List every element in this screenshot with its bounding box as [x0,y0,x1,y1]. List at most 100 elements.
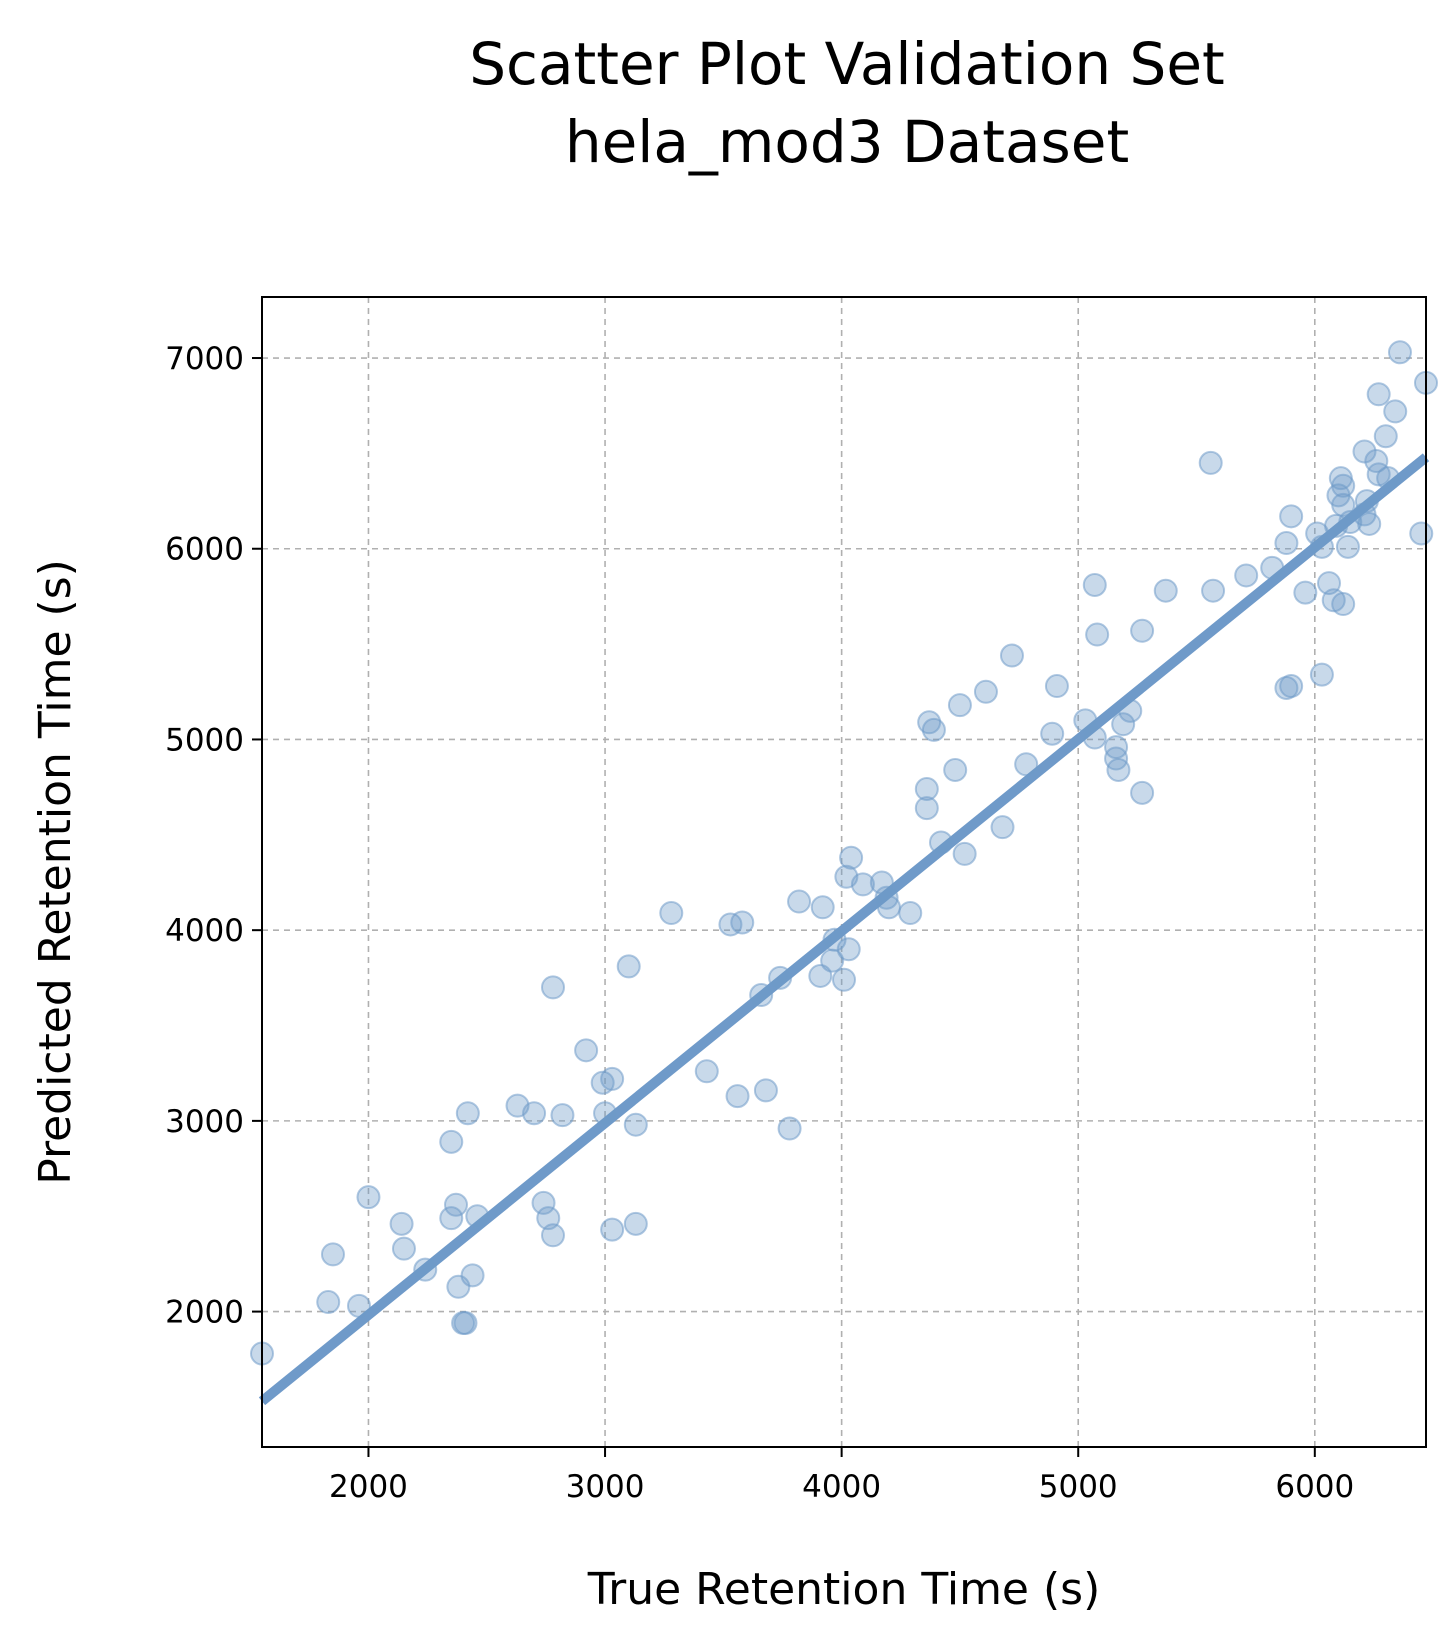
data-point [973,679,998,704]
data-point [455,1101,480,1126]
data-point [453,1311,478,1336]
data-point [947,693,972,718]
data-point [1376,466,1401,491]
data-point [1331,592,1356,617]
data-point [1279,504,1304,529]
data-point [1293,580,1318,605]
data-point [832,967,856,992]
data-point [1082,725,1107,750]
data-point [929,830,953,855]
data-point [439,1206,464,1231]
data-point [389,1211,414,1236]
data-point [914,777,939,802]
data-point [1111,712,1136,737]
data-point [574,1038,599,1063]
data-point [623,1211,648,1236]
data-point [1106,757,1131,782]
data-point [1357,511,1382,536]
y-tick-label: 4000 [165,913,244,949]
x-tick-label: 6000 [1275,1469,1354,1505]
data-point [839,845,864,870]
data-point [1387,340,1412,365]
data-point [1130,780,1155,805]
data-point [1331,473,1356,498]
data-point [725,1084,750,1109]
data-point [1234,563,1259,588]
data-point [593,1101,618,1126]
data-point [1082,572,1107,597]
data-point [990,815,1015,840]
fit-line-layer [258,453,1430,1406]
data-point [1153,578,1178,603]
data-point [810,895,835,920]
data-point [694,1059,719,1084]
data-point [898,901,923,926]
data-point [460,1263,485,1288]
data-point [1130,618,1155,643]
data-point [541,1223,565,1248]
data-point [439,1129,464,1154]
data-point [1014,752,1039,777]
data-point [1118,698,1143,723]
data-point [316,1290,341,1315]
chart-title-line-2: hela_mod3 Dataset [565,108,1129,176]
data-point [659,901,684,926]
y-axis-ticks: 2000 3000 4000 5000 6000 7000 [165,341,262,1331]
data-point [876,895,901,920]
data-point [1409,521,1434,546]
y-tick-label: 6000 [165,532,244,568]
y-tick-label: 7000 [165,341,244,377]
data-point [777,1116,802,1141]
data-point [347,1293,371,1318]
x-tick-label: 3000 [566,1469,645,1505]
x-tick-label: 5000 [1039,1469,1118,1505]
data-point [768,965,793,990]
data-point [1324,513,1349,538]
data-point [1309,534,1334,559]
data-point [869,870,894,895]
data-point [391,1236,416,1261]
data-point [320,1242,345,1267]
fit-line [258,453,1430,1406]
x-axis-label: True Retention Time (s) [587,1564,1101,1615]
data-point [1044,674,1069,699]
grid-lines [262,297,1426,1447]
data-point [550,1103,575,1128]
data-point [1085,622,1110,647]
data-point [749,983,774,1008]
data-point [1366,382,1391,407]
data-point [1335,534,1360,559]
data-point [1383,399,1408,424]
data-point [921,717,946,742]
plot-area-frame [261,296,1427,1448]
data-point [1338,510,1363,535]
data-point [1354,489,1379,514]
y-tick-label: 2000 [165,1295,244,1331]
data-point [753,1078,778,1103]
data-point [356,1185,381,1210]
data-point [874,885,899,910]
data-point [836,937,861,962]
data-point [541,975,565,1000]
data-point [730,910,755,935]
data-point [1260,555,1285,580]
data-point [850,872,875,897]
data-point [623,1112,648,1137]
data-point [600,1217,625,1242]
data-point [531,1190,556,1215]
data-point [1040,721,1065,746]
data-point [787,889,812,914]
data-point [444,1192,468,1217]
data-point [999,643,1024,668]
data-points [250,340,1438,1366]
x-tick-label: 4000 [802,1469,881,1505]
y-tick-label: 5000 [165,722,244,758]
data-point [914,796,939,821]
data-point [943,757,968,782]
chart-title-line-1: Scatter Plot Validation Set [469,30,1225,98]
data-point [1309,662,1334,687]
y-tick-label: 3000 [165,1104,244,1140]
x-axis-ticks: 2000 3000 4000 5000 6000 [329,1447,1354,1505]
